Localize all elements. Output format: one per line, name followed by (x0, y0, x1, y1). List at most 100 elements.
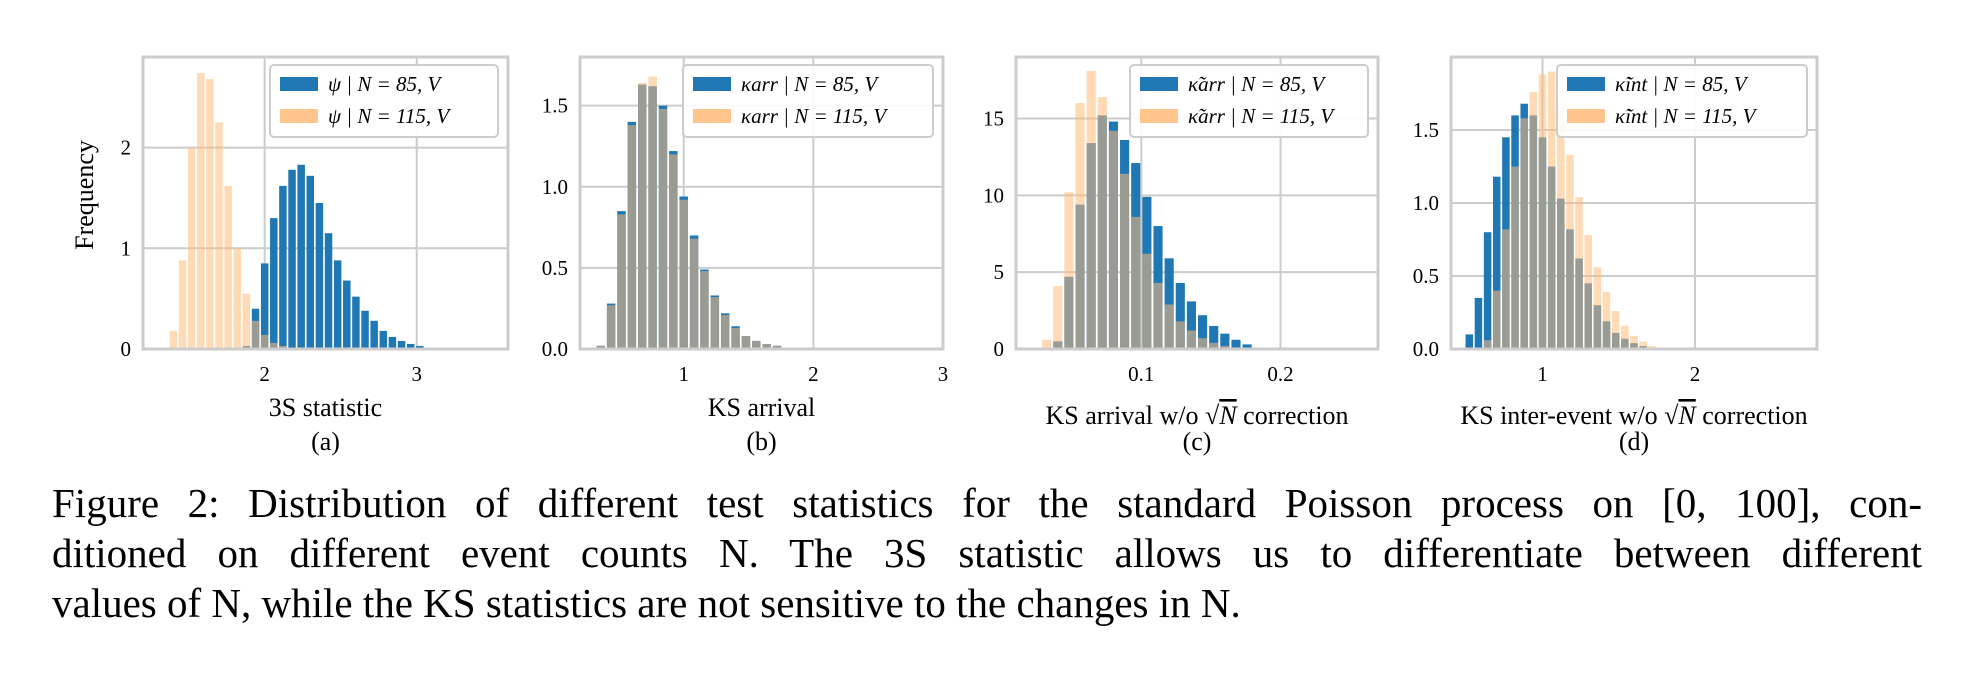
subplot-1: 2 3 0 1 2 3S statistic (a) Frequency ψ | N = 85,… (70, 55, 510, 456)
bar-series-1 (288, 169, 296, 349)
bar-series-1 (1164, 258, 1174, 349)
bar-series-1 (1465, 334, 1474, 349)
bar-series-1 (1220, 333, 1230, 349)
legend-entry: κ̃int | N = 85, V (1615, 72, 1749, 96)
bar-series-1 (1492, 176, 1501, 349)
bar-series-2 (1086, 70, 1096, 350)
bar-series-2 (1120, 173, 1130, 349)
bar-series-1 (379, 330, 388, 349)
legend-box (1556, 64, 1808, 138)
bar-series-2 (1483, 340, 1492, 349)
bar-series-2 (197, 73, 205, 349)
bar-series-2 (206, 79, 214, 349)
bar-series-2 (762, 344, 771, 349)
bar-series-2 (1520, 118, 1528, 349)
x-axis-label: 3S statistic (269, 393, 382, 422)
bar-series-2 (627, 125, 637, 349)
x-tick-label: 2 (259, 362, 270, 386)
x-tick-label: 3 (938, 362, 949, 386)
bar-series-2 (1566, 154, 1574, 349)
bar-series-2 (689, 238, 699, 349)
bar-series-2 (1547, 71, 1556, 349)
bar-series-2 (1220, 345, 1230, 349)
bar-series-1 (361, 310, 369, 349)
bar-series-1 (406, 343, 415, 349)
x-tick-label: 1 (1537, 362, 1548, 386)
x-tick-label: 1 (678, 362, 689, 386)
bar-series-1 (1175, 282, 1185, 349)
subplot-label: (d) (1619, 427, 1649, 456)
bar-series-2 (669, 154, 678, 349)
legend-swatch (1140, 77, 1178, 91)
bar-series-2 (1075, 103, 1085, 350)
figure-charts: 2 3 0 1 2 3S statistic (a) Frequency ψ | N = 85,… (70, 55, 1819, 456)
bar-series-1 (1198, 315, 1208, 349)
y-tick-label: 2 (121, 136, 132, 160)
subplot-3: 0.1 0.2 0 5 10 15 KS arrival w/o √N correction… (983, 55, 1380, 456)
x-tick-label: 0.2 (1267, 362, 1293, 386)
bar-series-1 (1186, 301, 1196, 349)
plot-frame (1014, 55, 1380, 351)
x-tick-label: 3 (412, 362, 423, 386)
y-tick-label: 1.5 (1413, 118, 1439, 142)
legend-entry: ψ | N = 115, V (328, 104, 451, 128)
bar-series-2 (1502, 229, 1510, 349)
bar-series-2 (720, 314, 730, 349)
bar-series-2 (1108, 130, 1119, 349)
legend-swatch (1567, 77, 1605, 91)
bar-series-1 (1209, 325, 1219, 349)
legend-box (1129, 64, 1369, 138)
bar-series-2 (224, 185, 232, 349)
bar-series-1 (416, 345, 424, 349)
x-axis-label: KS arrival w/o √N correction (1045, 401, 1348, 430)
bar-series-2 (741, 336, 751, 349)
legend: κ̃arr | N = 85, V κ̃arr | N = 115, V (1129, 64, 1369, 138)
x-tick-label: 0.1 (1128, 362, 1154, 386)
bar-series-2 (606, 305, 616, 349)
bar-series-1 (260, 263, 269, 349)
legend: κ̃int | N = 85, V κ̃int | N = 115, V (1556, 64, 1808, 138)
legend-swatch (693, 77, 731, 91)
bar-series-2 (1575, 197, 1583, 349)
bar-series-2 (700, 271, 709, 349)
bar-series-2 (1175, 321, 1185, 349)
bar-series-2 (1209, 342, 1219, 349)
x-tick-label: 2 (1690, 362, 1701, 386)
bar-series-1 (1474, 297, 1483, 349)
y-tick-label: 5 (994, 260, 1005, 284)
bar-series-2 (596, 345, 605, 349)
plot-frame (578, 55, 945, 351)
legend-entry: κ̃int | N = 115, V (1615, 104, 1758, 128)
legend-entry: κarr | N = 85, V (741, 72, 879, 96)
legend-swatch (693, 109, 731, 123)
subplot-label: (b) (746, 427, 776, 456)
legend-entry: κarr | N = 115, V (741, 104, 888, 128)
x-axis-label: KS inter-event w/o √N correction (1460, 401, 1807, 430)
y-tick-label: 1.5 (542, 94, 568, 118)
y-tick-label: 10 (983, 183, 1004, 207)
bar-series-2 (1186, 330, 1196, 349)
legend-swatch (280, 77, 318, 91)
bar-series-2 (1053, 285, 1063, 349)
bar-series-2 (648, 76, 657, 349)
bar-series-1 (388, 336, 397, 349)
subplot-4: 1 2 0.0 0.5 1.0 1.5 KS inter-event w/o √N corr… (1413, 55, 1819, 456)
bar-series-1 (1483, 232, 1492, 349)
plot-frame (141, 55, 510, 351)
bar-series-2 (617, 214, 626, 349)
bar-series-2 (1164, 304, 1174, 349)
bar-series-2 (1584, 235, 1593, 349)
bar-series-2 (251, 320, 260, 349)
legend-entry: κ̃arr | N = 115, V (1188, 104, 1335, 128)
bar-series-2 (242, 293, 251, 349)
bar-series-2 (233, 248, 242, 349)
bar-series-1 (397, 340, 406, 349)
bar-series-2 (187, 147, 196, 349)
bar-series-2 (1097, 96, 1107, 350)
y-tick-label: 0 (121, 337, 132, 361)
bar-series-2 (270, 342, 278, 349)
bar-series-1 (1242, 344, 1252, 349)
bar-series-2 (1131, 216, 1141, 349)
subplot-label: (c) (1183, 427, 1212, 456)
y-tick-label: 0.5 (542, 256, 568, 280)
